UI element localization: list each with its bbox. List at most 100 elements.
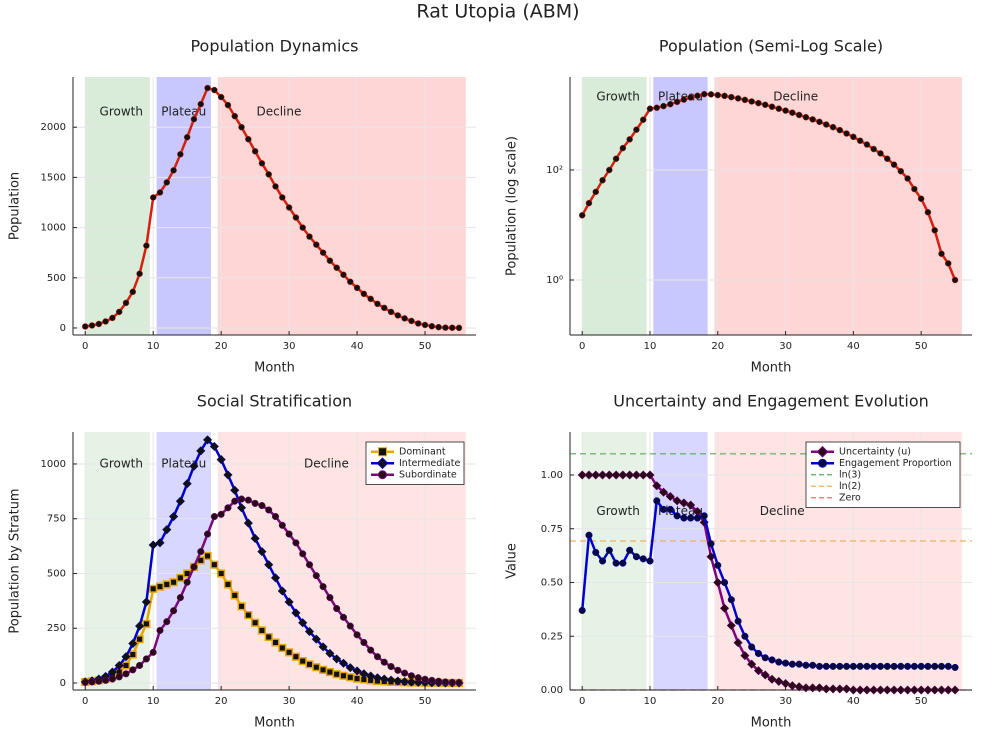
data-point xyxy=(169,578,178,587)
y-tick-label: 1500 xyxy=(41,172,66,183)
data-point xyxy=(687,94,694,101)
data-point xyxy=(924,209,932,216)
data-point xyxy=(243,518,253,528)
x-tick-label: 20 xyxy=(215,696,228,707)
data-point xyxy=(312,572,320,580)
data-point xyxy=(606,166,613,174)
data-point xyxy=(251,618,260,627)
data-point xyxy=(733,638,743,648)
data-point xyxy=(258,502,266,510)
phase-label: Growth xyxy=(596,90,639,104)
data-point xyxy=(292,214,300,221)
data-point xyxy=(353,674,362,683)
data-point xyxy=(455,324,463,332)
data-point xyxy=(129,666,137,674)
data-point xyxy=(578,606,586,615)
data-point xyxy=(442,324,449,331)
x-tick-label: 50 xyxy=(915,341,928,352)
data-point xyxy=(740,650,750,661)
data-point xyxy=(835,684,845,694)
data-point xyxy=(360,290,368,298)
data-point xyxy=(754,649,763,658)
data-point xyxy=(108,675,116,683)
data-point xyxy=(944,662,952,670)
data-point xyxy=(938,250,945,257)
data-point xyxy=(625,470,635,480)
data-point xyxy=(863,662,871,670)
data-point xyxy=(211,86,218,94)
data-point xyxy=(399,677,410,687)
data-point xyxy=(917,195,925,202)
data-point xyxy=(448,678,456,686)
data-point xyxy=(917,662,925,670)
data-point xyxy=(841,684,852,694)
data-point xyxy=(102,676,110,684)
figure-title: Rat Utopia (ABM) xyxy=(416,1,579,23)
phase-band xyxy=(217,77,466,335)
data-point xyxy=(951,663,959,671)
y-axis-label: Population (log scale) xyxy=(505,136,520,276)
data-point xyxy=(700,90,708,98)
data-point xyxy=(155,538,165,548)
data-point xyxy=(210,560,219,569)
legend-label: Intermediate xyxy=(399,458,460,469)
data-point xyxy=(605,546,613,554)
y-tick-label: 10⁰ xyxy=(546,275,563,286)
data-point xyxy=(843,662,851,670)
data-point xyxy=(843,130,850,137)
data-point xyxy=(197,548,205,556)
data-point xyxy=(638,470,648,480)
data-point xyxy=(223,580,232,589)
data-point xyxy=(209,441,219,452)
data-point xyxy=(753,666,764,676)
data-point xyxy=(816,118,823,126)
data-point xyxy=(911,185,918,193)
data-point xyxy=(782,107,789,114)
phase-label: Decline xyxy=(256,105,301,119)
data-point xyxy=(319,665,328,674)
data-point xyxy=(916,685,926,695)
data-point xyxy=(135,635,144,644)
data-point xyxy=(291,652,300,661)
data-point xyxy=(271,638,280,647)
data-point xyxy=(741,632,749,640)
data-point xyxy=(768,656,776,664)
data-point xyxy=(795,660,803,668)
x-tick-label: 10 xyxy=(147,341,160,352)
data-point xyxy=(693,514,701,522)
data-point xyxy=(177,151,184,158)
phase-band xyxy=(714,77,962,335)
data-point xyxy=(325,648,335,659)
data-point xyxy=(719,603,730,613)
data-point xyxy=(346,673,355,682)
data-point xyxy=(122,299,130,307)
data-point xyxy=(196,446,206,456)
phase-band xyxy=(85,77,150,335)
data-point xyxy=(686,500,696,510)
data-point xyxy=(869,685,879,695)
phase-label: Decline xyxy=(773,90,818,104)
data-point xyxy=(680,514,688,522)
legend-marker xyxy=(376,457,389,470)
data-point xyxy=(660,102,667,110)
data-point xyxy=(380,658,388,666)
phase-label: Growth xyxy=(100,105,143,119)
data-point xyxy=(435,323,442,331)
data-point xyxy=(204,84,211,92)
data-point xyxy=(190,115,198,123)
data-point xyxy=(278,643,287,652)
data-point xyxy=(114,660,124,671)
legend-label: ln(2) xyxy=(839,481,861,492)
data-point xyxy=(829,123,837,131)
data-point xyxy=(121,652,131,662)
data-point xyxy=(767,674,777,684)
data-point xyxy=(794,682,804,692)
data-point xyxy=(883,662,891,670)
legend-marker xyxy=(818,458,827,468)
data-point xyxy=(353,631,361,639)
y-tick-label: 500 xyxy=(47,568,66,579)
data-point xyxy=(421,321,429,329)
